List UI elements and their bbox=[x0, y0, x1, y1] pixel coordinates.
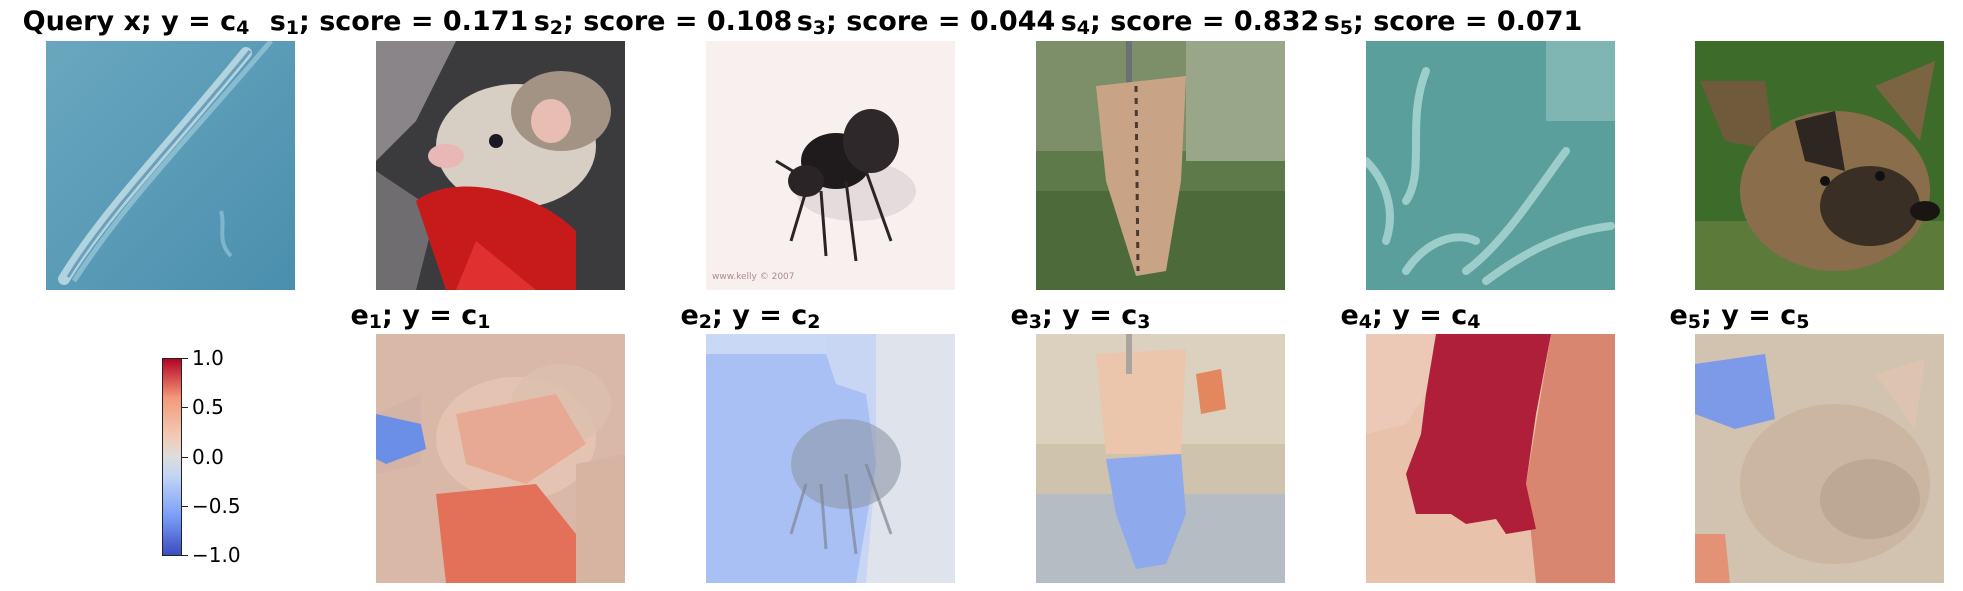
colorbar-tick-label: 1.0 bbox=[192, 346, 224, 370]
colorbar-tick bbox=[182, 506, 188, 507]
colorbar bbox=[162, 358, 182, 556]
explanation-1-title: e1; y = c1 bbox=[350, 300, 491, 333]
sample-2-image: www.kelly © 2007 bbox=[706, 41, 955, 290]
explanation-3-title: e3; y = c3 bbox=[1010, 300, 1151, 333]
svg-text:www.kelly © 2007: www.kelly © 2007 bbox=[712, 272, 795, 282]
explanation-4-heatmap bbox=[1366, 334, 1615, 583]
sample-1-title: s1; score = 0.171 bbox=[269, 6, 529, 39]
sample-2-title: s2; score = 0.108 bbox=[533, 6, 793, 39]
colorbar-tick bbox=[182, 457, 188, 458]
colorbar-tick-label: 0.5 bbox=[192, 395, 224, 419]
sample-4-image bbox=[1366, 41, 1615, 290]
colorbar-tick-label: −1.0 bbox=[192, 543, 241, 567]
colorbar-tick bbox=[182, 358, 188, 359]
colorbar-tick-label: 0.0 bbox=[192, 445, 224, 469]
explanation-4-title: e4; y = c4 bbox=[1340, 300, 1481, 333]
sample-3-title: s3; score = 0.044 bbox=[796, 6, 1056, 39]
explanation-3-heatmap bbox=[1036, 334, 1285, 583]
sample-5-image bbox=[1695, 41, 1944, 290]
colorbar-tick bbox=[182, 407, 188, 408]
explanation-2-title: e2; y = c2 bbox=[680, 300, 821, 333]
explanation-5-heatmap bbox=[1695, 334, 1944, 583]
sample-3-image bbox=[1036, 41, 1285, 290]
sample-1-image bbox=[376, 41, 625, 290]
colorbar-tick bbox=[182, 555, 188, 556]
explanation-5-title: e5; y = c5 bbox=[1669, 300, 1810, 333]
explanation-2-heatmap bbox=[706, 334, 955, 583]
query-image bbox=[46, 41, 295, 290]
sample-5-title: s5; score = 0.071 bbox=[1323, 6, 1583, 39]
sample-4-title: s4; score = 0.832 bbox=[1060, 6, 1320, 39]
colorbar-tick-label: −0.5 bbox=[192, 494, 241, 518]
explanation-1-heatmap bbox=[376, 334, 625, 583]
query-title: Query x; y = c4 bbox=[22, 6, 250, 39]
